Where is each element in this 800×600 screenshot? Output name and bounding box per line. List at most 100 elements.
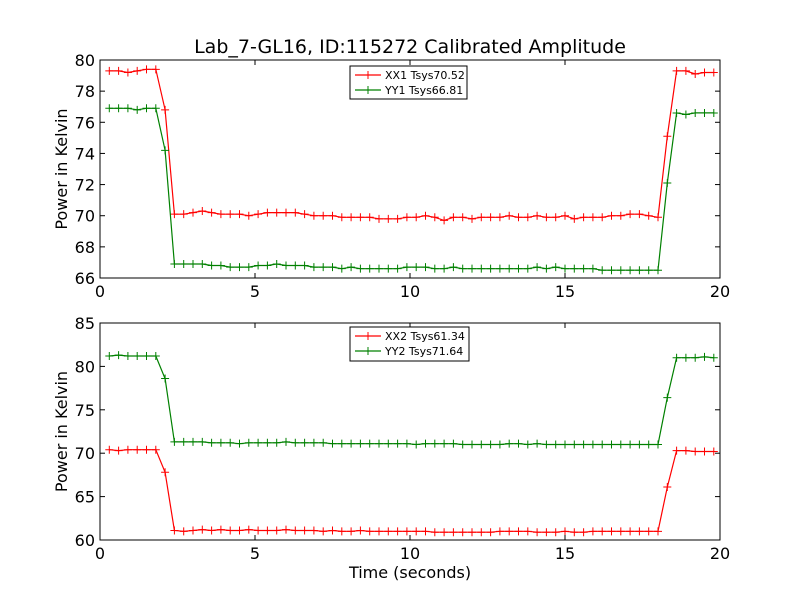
data-point-marker [561, 211, 569, 220]
data-point-marker [356, 526, 365, 535]
data-point-marker [561, 440, 569, 449]
data-point-marker [393, 439, 402, 448]
data-point-marker [365, 527, 374, 536]
data-point-marker [226, 210, 235, 219]
data-point-marker [486, 528, 495, 537]
data-point-marker [616, 211, 625, 220]
data-point-marker [291, 208, 300, 217]
x-axis-label: Time (seconds) [348, 563, 471, 582]
legend-box [349, 326, 470, 362]
data-point-marker [691, 108, 700, 117]
data-point-marker [189, 437, 197, 446]
data-point-marker [161, 374, 170, 383]
data-point-marker [421, 263, 430, 272]
data-point-marker [282, 208, 290, 217]
data-point-marker [681, 446, 690, 455]
data-point-marker [635, 440, 644, 449]
data-point-marker [402, 263, 411, 272]
data-point-marker [616, 266, 625, 275]
data-point-marker [189, 208, 197, 217]
data-point-marker [551, 213, 560, 222]
data-point-marker [654, 440, 662, 449]
data-point-marker [161, 105, 170, 114]
data-point-marker [356, 264, 365, 273]
data-point-marker [505, 264, 514, 273]
data-point-marker [365, 264, 374, 273]
data-point-marker [254, 526, 263, 535]
data-point-marker [133, 351, 142, 360]
data-point-marker [709, 108, 718, 117]
x-tick-label: 15 [555, 544, 575, 563]
data-point-marker [672, 353, 681, 362]
data-point-marker [272, 438, 281, 447]
data-point-marker [626, 210, 635, 219]
legend-marker [364, 86, 372, 94]
data-point-marker [151, 65, 160, 74]
legend-label: YY2 Tsys71.64 [384, 345, 463, 358]
data-point-marker [347, 439, 356, 448]
y-axis-label: Power in Kelvin [52, 108, 71, 229]
data-point-marker [654, 266, 662, 275]
data-point-marker [468, 264, 476, 273]
data-point-marker [226, 526, 235, 535]
y-tick-label: 68 [75, 238, 95, 257]
data-point-marker [514, 213, 523, 222]
data-point-marker [170, 259, 179, 268]
data-point-marker [644, 211, 653, 220]
data-point-marker [123, 104, 132, 113]
x-tick-label: 0 [95, 282, 105, 301]
data-point-marker [151, 104, 160, 113]
data-point-marker [337, 527, 346, 536]
data-point-marker [133, 66, 142, 75]
data-point-marker [347, 263, 356, 272]
data-point-marker [133, 105, 142, 114]
data-point-marker [142, 445, 151, 454]
data-point-marker [393, 264, 402, 273]
data-point-marker [598, 213, 607, 222]
data-point-marker [412, 213, 421, 222]
data-point-marker [635, 527, 644, 536]
data-point-marker [477, 440, 486, 449]
data-point-marker [291, 526, 300, 535]
data-point-marker [309, 526, 318, 535]
data-point-marker [486, 264, 495, 273]
data-point-marker [607, 527, 616, 536]
data-point-marker [161, 468, 170, 477]
data-point-marker [114, 66, 123, 75]
data-point-marker [198, 525, 207, 534]
data-point-marker [170, 526, 179, 535]
data-point-marker [486, 213, 495, 222]
data-point-marker [607, 266, 616, 275]
data-point-marker [681, 66, 690, 75]
data-point-marker [226, 438, 235, 447]
y-tick-label: 85 [75, 314, 95, 333]
data-point-marker [598, 440, 607, 449]
data-point-marker [133, 445, 142, 454]
data-point-marker [588, 527, 597, 536]
y-axis-label: Power in Kelvin [52, 371, 71, 492]
data-point-marker [458, 213, 467, 222]
data-point-marker [207, 526, 216, 535]
data-point-marker [440, 528, 449, 537]
data-point-marker [328, 439, 337, 448]
data-point-marker [458, 264, 467, 273]
data-point-marker [523, 213, 532, 222]
data-point-marker [123, 68, 132, 77]
data-point-marker [337, 213, 346, 222]
y-tick-label: 74 [75, 144, 95, 163]
data-point-marker [263, 261, 272, 270]
legend-label: YY1 Tsys66.81 [384, 84, 463, 97]
top-panel: 0 5 10 15 20 66 68 70 72 74 76 78 80 Power in Kelvin X… [52, 51, 730, 301]
data-point-marker [244, 525, 253, 534]
data-point-marker [384, 214, 393, 223]
data-point-marker [123, 445, 132, 454]
data-point-marker [672, 446, 681, 455]
data-point-marker [607, 440, 616, 449]
data-point-marker [449, 439, 458, 448]
data-point-marker [375, 264, 383, 273]
data-point-marker [588, 264, 597, 273]
data-point-marker [533, 263, 542, 272]
data-point-marker [523, 527, 532, 536]
data-point-marker [179, 437, 188, 446]
data-point-marker [449, 213, 458, 222]
